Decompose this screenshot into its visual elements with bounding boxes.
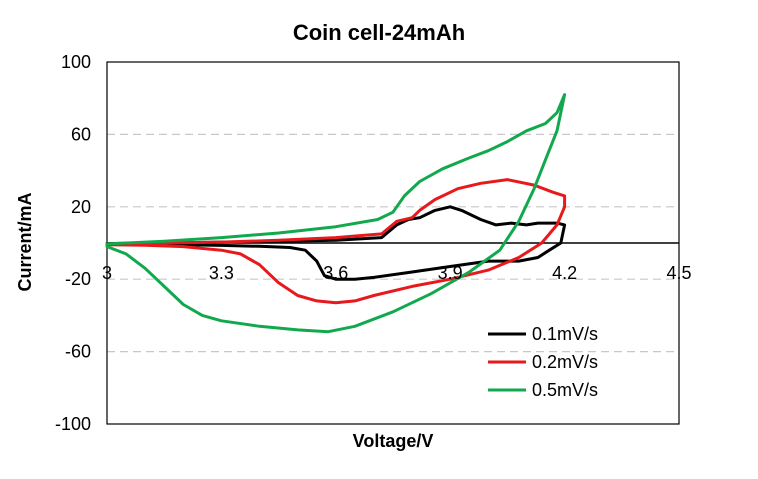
series-line-1 [105, 205, 567, 281]
legend: 0.1mV/s 0.2mV/s 0.5mV/s [488, 324, 598, 400]
y-tick-label: -60 [65, 342, 91, 362]
tick-labels: -100 -60 -20 20 60 100 3 3.3 3.6 3.9 4.2 4.5 [55, 52, 692, 434]
series-line-2 [105, 178, 567, 305]
y-tick-label: -100 [55, 414, 91, 434]
series-line-3 [105, 93, 567, 334]
y-tick-label: 60 [71, 124, 91, 144]
x-tick-label: 4.5 [666, 263, 691, 283]
y-tick-label: 100 [61, 52, 91, 72]
chart-title: Coin cell-24mAh [293, 20, 465, 45]
legend-label-1: 0.1mV/s [532, 324, 598, 344]
y-tick-label: -20 [65, 269, 91, 289]
legend-label-3: 0.5mV/s [532, 380, 598, 400]
series-layer [105, 93, 567, 334]
x-tick-label: 3 [102, 263, 112, 283]
x-tick-label: 3.3 [209, 263, 234, 283]
y-tick-label: 20 [71, 197, 91, 217]
x-tick-label: 3.9 [438, 263, 463, 283]
x-tick-label: 4.2 [552, 263, 577, 283]
x-tick-label: 3.6 [323, 263, 348, 283]
x-axis-title: Voltage/V [353, 431, 434, 451]
legend-label-2: 0.2mV/s [532, 352, 598, 372]
y-axis-title: Current/mA [15, 192, 35, 291]
gridlines [107, 133, 679, 353]
